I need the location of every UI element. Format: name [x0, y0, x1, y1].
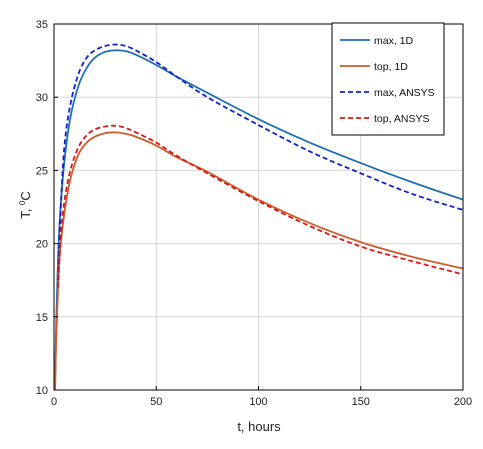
- y-tick-label: 10: [36, 385, 48, 397]
- y-tick-label: 30: [36, 92, 48, 104]
- series-lines: [54, 43, 464, 391]
- y-tick-label: 20: [36, 239, 48, 251]
- legend-label: max, ANSYS: [374, 87, 435, 99]
- legend: max, 1D top, 1D max, ANSYS top, ANSYS: [331, 22, 445, 136]
- x-tick-label: 150: [352, 396, 370, 408]
- y-axis-title-superscript: 0: [18, 200, 27, 205]
- x-axis-title: t, hours: [237, 419, 281, 434]
- legend-label: top, ANSYS: [374, 113, 429, 125]
- legend-box: [331, 22, 445, 136]
- series-line-max-ansys: [57, 43, 464, 281]
- y-tick-label: 35: [36, 19, 48, 31]
- y-axis-title: T, 0C: [18, 191, 33, 219]
- x-tick-label: 0: [51, 396, 57, 408]
- series-line-top-1d: [54, 131, 464, 391]
- x-tick-label: 100: [249, 396, 267, 408]
- series-line-top-ansys: [57, 124, 464, 288]
- legend-label: max, 1D: [374, 35, 414, 47]
- x-tick-label: 50: [150, 396, 162, 408]
- y-axis-title-unit: C: [18, 191, 33, 200]
- y-tick-label: 15: [36, 312, 48, 324]
- axis-ticks: 0 50 100 150 200 10 15 20 25 30 35: [36, 19, 472, 408]
- y-tick-label: 25: [36, 165, 48, 177]
- x-tick-label: 200: [454, 396, 472, 408]
- legend-label: top, 1D: [374, 61, 408, 73]
